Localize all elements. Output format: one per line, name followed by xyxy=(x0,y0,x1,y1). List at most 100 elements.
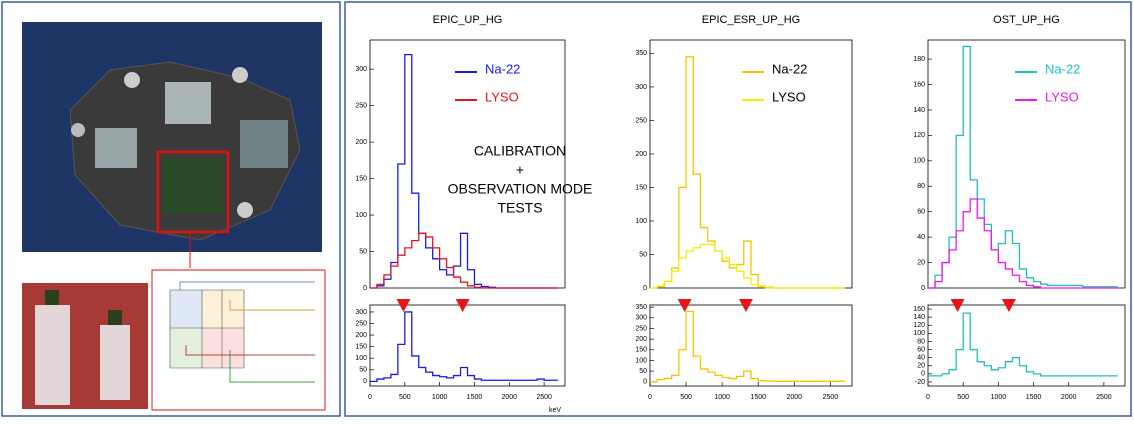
x-tick-label: 2000 xyxy=(1061,394,1077,401)
y-tick-label: 140 xyxy=(913,107,925,114)
x-tick-label: 1000 xyxy=(714,394,730,401)
y-tick-label: 50 xyxy=(359,248,367,255)
y-tick-label: 180 xyxy=(913,56,925,63)
y-tick-label: 60 xyxy=(917,209,925,216)
series-line xyxy=(370,311,559,383)
y-tick-label: 60 xyxy=(917,346,925,353)
y-tick-label: 350 xyxy=(635,50,647,57)
series-line xyxy=(650,243,845,289)
y-tick-label: 50 xyxy=(359,367,367,374)
y-tick-label: 100 xyxy=(355,355,367,362)
y-tick-label: 150 xyxy=(635,184,647,191)
y-tick-label: 40 xyxy=(917,354,925,361)
y-tick-label: 80 xyxy=(917,183,925,190)
series-line xyxy=(928,198,1118,289)
y-tick-label: 40 xyxy=(917,234,925,241)
y-tick-label: 120 xyxy=(913,322,925,329)
x-tick-label: 2500 xyxy=(823,394,839,401)
y-tick-label: -20 xyxy=(915,379,925,386)
plot-frame xyxy=(369,304,566,387)
y-tick-label: 0 xyxy=(921,285,925,292)
x-tick-label: 1500 xyxy=(467,394,483,401)
y-tick-label: 300 xyxy=(635,84,647,91)
peak-marker xyxy=(1001,299,1016,312)
x-axis-label: keV xyxy=(549,407,561,414)
series-line xyxy=(928,312,1118,377)
x-tick-label: 500 xyxy=(680,394,692,401)
y-tick-label: 20 xyxy=(917,259,925,266)
y-tick-label: 300 xyxy=(355,66,367,73)
plot-frame xyxy=(649,39,853,289)
series-line xyxy=(650,310,845,383)
y-tick-label: 50 xyxy=(639,251,647,258)
x-tick-label: 2000 xyxy=(501,394,517,401)
peak-marker xyxy=(455,299,470,312)
y-tick-label: 250 xyxy=(635,117,647,124)
series-line xyxy=(928,45,1118,289)
plot-frame xyxy=(369,39,566,289)
peak-marker xyxy=(950,299,965,312)
x-tick-label: 0 xyxy=(368,394,372,401)
y-tick-label: 250 xyxy=(355,102,367,109)
y-tick-label: 50 xyxy=(639,368,647,375)
x-tick-label: 0 xyxy=(926,394,930,401)
y-tick-label: 100 xyxy=(635,218,647,225)
annotation: + xyxy=(516,162,524,178)
y-tick-label: 20 xyxy=(917,363,925,370)
x-tick-label: 1000 xyxy=(432,394,448,401)
x-tick-label: 500 xyxy=(957,394,969,401)
y-tick-label: 0 xyxy=(921,371,925,378)
x-tick-label: 1500 xyxy=(1026,394,1042,401)
y-tick-label: 0 xyxy=(643,285,647,292)
y-tick-label: 300 xyxy=(635,315,647,322)
y-tick-label: 250 xyxy=(355,320,367,327)
y-tick-label: 140 xyxy=(913,314,925,321)
x-tick-label: 500 xyxy=(399,394,411,401)
chart-title: OST_UP_HG xyxy=(993,14,1060,26)
plot-frame xyxy=(927,304,1126,387)
annotation: TESTS xyxy=(497,200,542,216)
x-tick-label: 2500 xyxy=(1096,394,1112,401)
series-line xyxy=(370,232,559,289)
y-tick-label: 200 xyxy=(355,139,367,146)
legend-label: LYSO xyxy=(1045,89,1079,104)
photo-panel xyxy=(1,1,341,417)
x-tick-label: 2000 xyxy=(786,394,802,401)
y-tick-label: 300 xyxy=(355,309,367,316)
legend-label: Na-22 xyxy=(1045,61,1080,76)
y-tick-label: 200 xyxy=(635,151,647,158)
chart-title: EPIC_UP_HG xyxy=(433,14,503,26)
chart-title: EPIC_ESR_UP_HG xyxy=(702,14,800,26)
legend-label: LYSO xyxy=(485,89,519,104)
legend-label: Na-22 xyxy=(772,61,807,76)
plot-frame xyxy=(649,304,853,387)
y-tick-label: 200 xyxy=(635,336,647,343)
x-tick-label: 1000 xyxy=(991,394,1007,401)
x-tick-label: 0 xyxy=(648,394,652,401)
y-tick-label: 100 xyxy=(355,212,367,219)
y-tick-label: 80 xyxy=(917,338,925,345)
peak-marker xyxy=(396,299,411,312)
y-tick-label: 100 xyxy=(913,330,925,337)
annotation: OBSERVATION MODE xyxy=(448,181,593,197)
y-tick-label: 150 xyxy=(635,347,647,354)
legend-label: LYSO xyxy=(772,89,806,104)
plot-panel xyxy=(344,1,1132,417)
y-tick-label: 100 xyxy=(913,158,925,165)
y-tick-label: 0 xyxy=(643,379,647,386)
y-tick-label: 160 xyxy=(913,81,925,88)
y-tick-label: 150 xyxy=(355,344,367,351)
legend-label: Na-22 xyxy=(485,61,520,76)
x-tick-label: 1500 xyxy=(750,394,766,401)
y-tick-label: 160 xyxy=(913,306,925,313)
y-tick-label: 100 xyxy=(635,357,647,364)
peak-marker xyxy=(738,299,753,312)
x-tick-label: 2500 xyxy=(536,394,552,401)
y-tick-label: 250 xyxy=(635,325,647,332)
peak-marker xyxy=(677,299,692,312)
plot-frame xyxy=(927,39,1126,289)
y-tick-label: 200 xyxy=(355,332,367,339)
y-tick-label: 120 xyxy=(913,132,925,139)
y-tick-label: 0 xyxy=(363,378,367,385)
